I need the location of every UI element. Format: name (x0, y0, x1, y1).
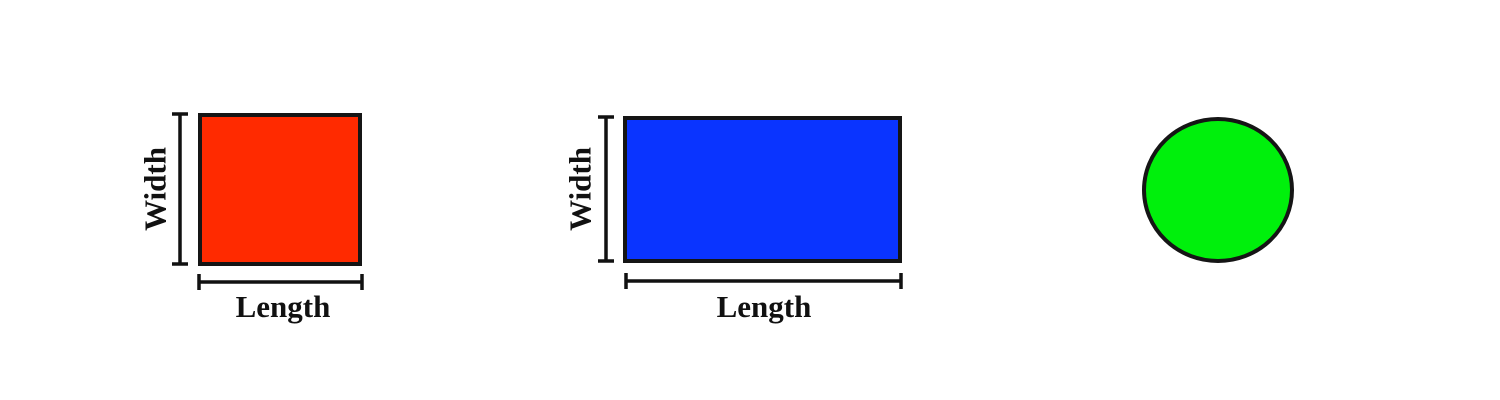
square-length-label: Length (236, 289, 331, 324)
circle-shape (1142, 117, 1294, 263)
square-length-dimension (197, 274, 364, 290)
circle-group (1142, 117, 1294, 263)
rectangle-width-dimension (598, 115, 614, 263)
rectangle-shape (623, 116, 902, 263)
square-width-label: Width (138, 147, 173, 231)
square-group: Width Length (138, 112, 364, 324)
rectangle-length-label: Length (717, 289, 812, 324)
rectangle-width-label: Width (563, 147, 598, 231)
square-width-dimension (172, 112, 188, 266)
square-shape (198, 113, 362, 266)
rectangle-length-dimension (624, 273, 903, 289)
rectangle-group: Width Length (563, 115, 903, 324)
